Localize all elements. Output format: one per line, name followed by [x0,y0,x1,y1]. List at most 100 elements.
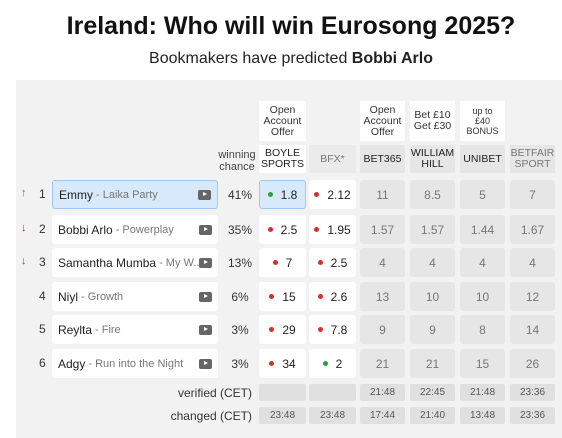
odds-williamhill[interactable]: 1.57 [410,215,455,244]
offer-boyle[interactable]: Open Account Offer [259,101,306,141]
odds-value: 7 [285,255,293,270]
odds-value: 8.5 [424,187,441,202]
odds-bfx[interactable]: 1.95 [309,215,356,244]
odds-unibet[interactable]: 5 [460,180,505,209]
odds-unibet[interactable]: 4 [460,248,505,277]
youtube-icon[interactable] [199,291,212,302]
odds-unibet[interactable]: 15 [460,349,505,378]
rank-number: 1 [39,187,46,201]
odds-williamhill[interactable]: 4 [410,248,455,277]
youtube-icon[interactable] [198,189,211,200]
odds-williamhill[interactable]: 21 [410,349,455,378]
odds-value: 21 [375,356,390,371]
odds-value: 1.44 [470,222,495,237]
odds-bet365[interactable]: 13 [360,282,405,311]
odds-trend-dot-icon [267,227,273,232]
odds-betfair[interactable]: 4 [510,248,555,277]
song-title: - My W... [159,256,203,269]
contestant-row[interactable]: Reylta - Fire [52,315,218,344]
odds-boyle[interactable]: 29 [259,315,306,344]
youtube-icon[interactable] [199,324,212,335]
bookmaker-boyle[interactable]: BOYLE SPORTS [259,145,306,173]
changed-label: changed (CET) [170,409,252,423]
odds-value: 12 [525,289,540,304]
offer-williamhill[interactable]: Bet £10 Get £30 [410,101,455,141]
odds-bet365[interactable]: 9 [360,315,405,344]
odds-bfx[interactable]: 7.8 [309,315,356,344]
odds-bet365[interactable]: 4 [360,248,405,277]
odds-value: 1.57 [370,222,395,237]
odds-unibet[interactable]: 8 [460,315,505,344]
odds-unibet[interactable]: 10 [460,282,505,311]
contestant-row[interactable]: Samantha Mumba - My W... [52,248,218,277]
offer-unibet[interactable]: up to £40 BONUS [460,101,505,141]
odds-value: 34 [282,356,296,371]
odds-bfx[interactable]: 2.12 [309,180,356,209]
bookmaker-williamhill[interactable]: WILLIAM HILL [410,145,455,173]
contestant-row[interactable]: Niyl - Growth [52,282,218,311]
youtube-icon[interactable] [199,257,212,268]
bookmaker-betfair[interactable]: BETFAIR SPORT [510,145,555,173]
odds-betfair[interactable]: 14 [510,315,555,344]
odds-bet365[interactable]: 1.57 [360,215,405,244]
odds-value: 4 [379,255,386,270]
odds-value: 4 [429,255,436,270]
odds-value: 2.6 [330,289,348,304]
artist-name: Bobbi Arlo [58,222,113,237]
odds-value: 10 [425,289,440,304]
odds-value: 2.5 [330,255,348,270]
odds-bet365[interactable]: 21 [360,349,405,378]
youtube-icon[interactable] [199,224,212,235]
odds-williamhill[interactable]: 10 [410,282,455,311]
odds-williamhill[interactable]: 8.5 [410,180,455,209]
odds-unibet[interactable]: 1.44 [460,215,505,244]
odds-value: 1.57 [420,222,445,237]
odds-value: 14 [525,322,540,337]
bookmaker-bfx[interactable]: BFX* [309,145,356,173]
odds-boyle[interactable]: 1.8 [259,180,306,209]
odds-betfair[interactable]: 1.67 [510,215,555,244]
contestant-row[interactable]: Bobbi Arlo - Powerplay [52,215,218,244]
odds-value: 1.8 [280,187,298,202]
artist-name: Samantha Mumba [58,255,157,270]
page-subtitle: Bookmakers have predicted Bobbi Arlo [0,50,562,68]
song-title: - Growth [81,290,124,303]
rank-number: 6 [39,356,46,370]
artist-name: Emmy [59,187,93,202]
offer-bet365[interactable]: Open Account Offer [360,101,405,141]
odds-betfair[interactable]: 26 [510,349,555,378]
odds-value: 9 [379,322,386,337]
rank-number: 5 [39,322,46,336]
rank-number: 2 [39,222,46,236]
song-title: - Fire [95,323,121,336]
odds-bet365[interactable]: 11 [360,180,405,209]
odds-bfx[interactable]: 2.5 [309,248,356,277]
contestant-row[interactable]: Adgy - Run into the Night [52,349,218,378]
odds-boyle[interactable]: 34 [259,349,306,378]
odds-williamhill[interactable]: 9 [410,315,455,344]
odds-boyle[interactable]: 15 [259,282,306,311]
odds-bfx[interactable]: 2.6 [309,282,356,311]
bookmaker-unibet[interactable]: UNIBET [460,145,505,173]
odds-betfair[interactable]: 12 [510,282,555,311]
bookmaker-bet365[interactable]: BET365 [360,145,405,173]
changed-boyle: 23:48 [259,407,306,424]
odds-value: 7.8 [330,322,348,337]
contestant-row[interactable]: Emmy - Laika Party [52,180,218,209]
odds-boyle[interactable]: 7 [259,248,306,277]
odds-value: 1.95 [327,222,351,237]
odds-trend-dot-icon [267,192,273,197]
odds-boyle[interactable]: 2.5 [259,215,306,244]
changed-betfair: 23:36 [510,407,555,424]
odds-value: 9 [429,322,436,337]
odds-value: 4 [479,255,486,270]
trend-down-icon: ↓ [21,255,27,267]
predicted-winner: Bobbi Arlo [351,50,433,67]
odds-bfx[interactable]: 2 [309,349,356,378]
verified-boyle [259,384,306,401]
youtube-icon[interactable] [199,358,212,369]
song-title: - Laika Party [96,188,158,201]
odds-value: 10 [475,289,490,304]
song-title: - Run into the Night [88,357,184,370]
odds-betfair[interactable]: 7 [510,180,555,209]
